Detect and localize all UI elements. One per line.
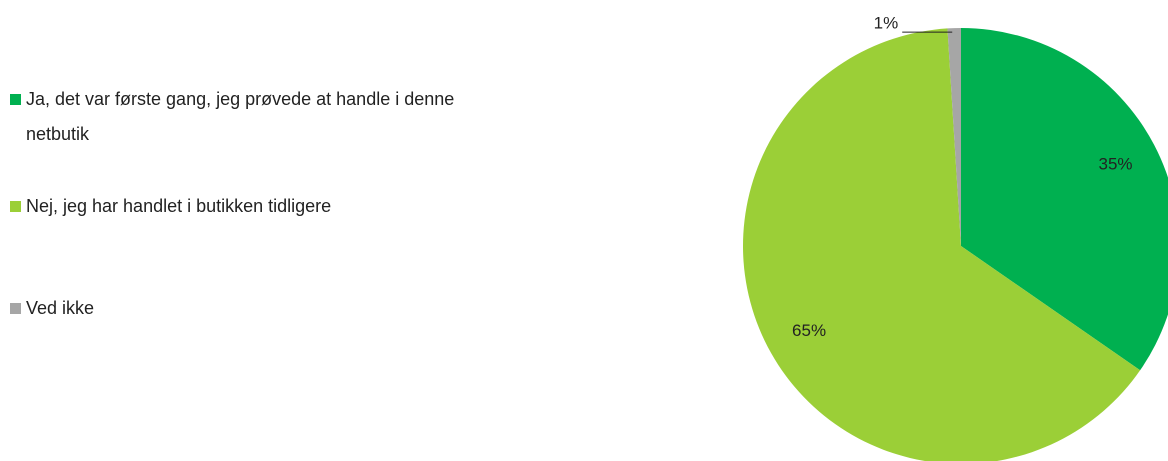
legend-label: Nej, jeg har handlet i butikken tidliger… — [26, 196, 332, 216]
pie-slice — [961, 28, 1168, 371]
pie-slice — [947, 28, 961, 246]
pie-slice — [743, 28, 1141, 461]
data-label: 65% — [792, 321, 826, 340]
legend-item: Nej, jeg har handlet i butikken tidliger… — [10, 189, 476, 224]
legend-swatch — [10, 94, 21, 105]
legend-swatch — [10, 201, 21, 212]
legend-swatch — [10, 303, 21, 314]
legend-label: Ved ikke — [26, 298, 95, 318]
data-label: 1% — [874, 14, 899, 33]
data-label: 35% — [1099, 155, 1133, 174]
legend-label: Ja, det var første gang, jeg prøvede at … — [26, 89, 455, 144]
legend-item: Ved ikke — [10, 291, 476, 326]
legend-item: Ja, det var første gang, jeg prøvede at … — [10, 82, 476, 152]
